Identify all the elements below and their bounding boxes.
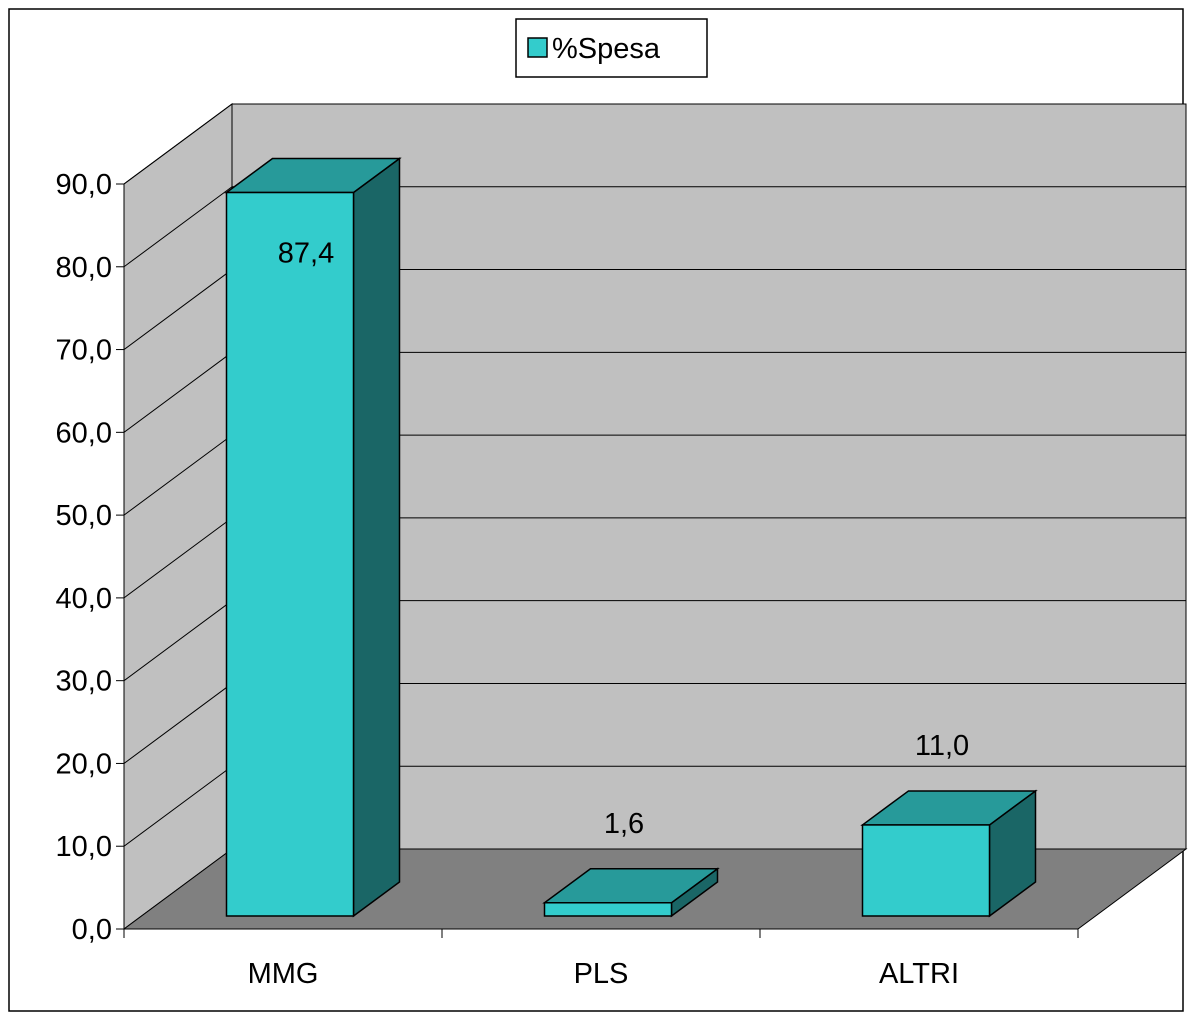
y-tick-label: 0,0 — [72, 914, 112, 946]
y-tick-label: 40,0 — [56, 583, 112, 615]
bar-side — [352, 157, 401, 918]
gridline-diagonal — [123, 517, 233, 599]
gridline-diagonal — [123, 351, 233, 433]
y-tick-label: 80,0 — [56, 252, 112, 284]
y-axis: 0,0 10,0 20,0 30,0 40,0 50,0 60,0 70,0 80,0 90,0 — [56, 169, 125, 946]
x-tick-label: PLS — [574, 958, 629, 990]
side-wall — [123, 103, 233, 930]
bar-mmg — [224, 157, 402, 918]
legend-swatch — [527, 37, 548, 58]
legend-label: %Spesa — [552, 33, 661, 65]
y-tick-label: 90,0 — [56, 169, 112, 201]
x-tick-label: MMG — [248, 958, 319, 990]
gridline-diagonal — [123, 186, 233, 268]
bar-front — [543, 902, 673, 917]
bar-front — [861, 824, 991, 917]
data-label: 11,0 — [915, 730, 969, 762]
y-tick-label: 20,0 — [56, 748, 112, 780]
bar-altri — [860, 789, 1038, 918]
gridline-diagonal — [123, 269, 233, 350]
data-labels: 87,4 1,6 11,0 — [278, 238, 969, 840]
gridline-diagonal — [123, 683, 233, 764]
x-tick-label: ALTRI — [879, 958, 959, 990]
y-tick-label: 70,0 — [56, 335, 112, 367]
gridline-diagonal — [123, 434, 233, 516]
y-tick-label: 50,0 — [56, 500, 112, 532]
data-label: 87,4 — [278, 238, 334, 270]
data-label: 1,6 — [604, 808, 644, 840]
y-tick-label: 30,0 — [56, 666, 112, 698]
bar-pls — [542, 867, 720, 918]
gridline-diagonal — [123, 103, 233, 185]
legend-box — [515, 18, 708, 78]
x-axis: MMG PLS ALTRI — [123, 928, 1079, 990]
bars — [224, 157, 1038, 918]
legend: %Spesa — [515, 18, 708, 78]
gridline-diagonal — [123, 765, 233, 847]
y-tick-label: 60,0 — [56, 417, 112, 449]
gridline-diagonal — [123, 600, 233, 682]
y-tick-label: 10,0 — [56, 831, 112, 863]
bar-front — [225, 191, 355, 917]
